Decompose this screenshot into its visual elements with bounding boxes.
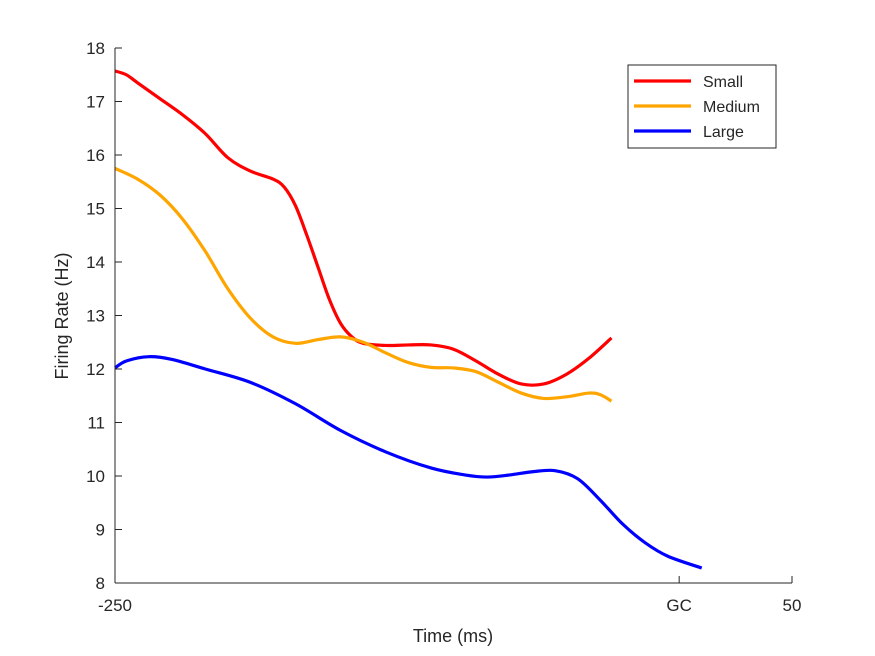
x-tick-label: GC xyxy=(666,596,692,615)
y-tick-label: 18 xyxy=(86,39,105,58)
y-tick-label: 17 xyxy=(86,93,105,112)
y-tick-label: 14 xyxy=(86,253,105,272)
axes xyxy=(114,47,793,584)
y-tick-label: 13 xyxy=(86,307,105,326)
y-tick-label: 12 xyxy=(86,360,105,379)
y-tick-label: 10 xyxy=(86,467,105,486)
legend-label-large: Large xyxy=(703,124,744,141)
x-axis-label: Time (ms) xyxy=(413,626,493,646)
x-tick-label: -250 xyxy=(98,596,132,615)
y-tick-label: 8 xyxy=(96,574,105,593)
y-axis-label: Firing Rate (Hz) xyxy=(52,252,72,379)
legend: Small Medium Large xyxy=(627,64,777,149)
y-tick-label: 16 xyxy=(86,146,105,165)
series-layer xyxy=(114,69,703,570)
y-tick-label: 9 xyxy=(96,521,105,540)
x-tick-label: 50 xyxy=(783,596,802,615)
series-line-small xyxy=(114,69,613,387)
tick-labels: 8 9 10 11 12 13 14 15 16 17 18 -250 GC 50 xyxy=(86,39,801,615)
legend-label-small: Small xyxy=(703,74,743,91)
legend-label-medium: Medium xyxy=(703,99,760,116)
series-line-large xyxy=(114,355,703,570)
y-tick-label: 11 xyxy=(87,414,105,433)
y-tick-label: 15 xyxy=(86,200,105,219)
series-line-medium xyxy=(114,166,613,403)
